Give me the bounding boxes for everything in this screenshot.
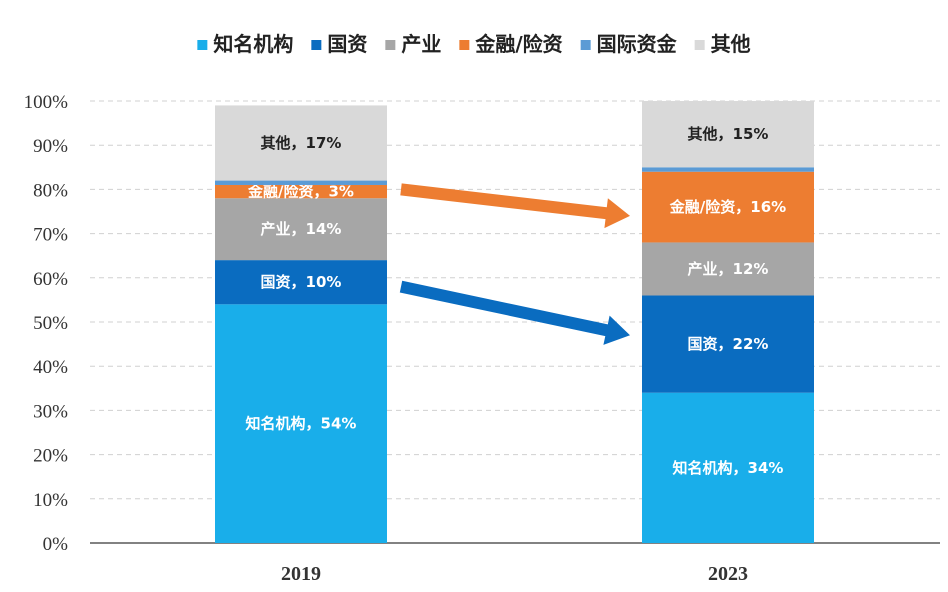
bar-segment [642, 392, 814, 543]
x-category-label: 2019 [281, 563, 321, 585]
legend-label: 金融/险资 [474, 32, 562, 56]
data-label: 产业，12% [688, 260, 769, 278]
x-category-label: 2023 [708, 563, 748, 585]
data-label: 国资，10% [261, 273, 342, 291]
bar-segment [215, 260, 387, 305]
legend-swatch [311, 40, 322, 50]
legend-swatch [694, 40, 705, 50]
annotation-arrow [400, 183, 630, 229]
legend-swatch [385, 40, 396, 50]
y-tick-label: 80% [33, 180, 68, 201]
legend-swatch [197, 40, 208, 50]
data-label: 金融/险资，16% [669, 198, 786, 216]
bar-segment [215, 198, 387, 261]
data-label: 金融/险资，3% [247, 183, 354, 201]
data-label: 产业，14% [261, 220, 342, 238]
data-label: 其他，17% [261, 134, 342, 152]
y-tick-label: 0% [43, 534, 69, 555]
bar-segment [215, 180, 387, 185]
y-tick-label: 20% [33, 446, 68, 467]
y-tick-label: 90% [33, 136, 68, 157]
legend-label: 知名机构 [213, 32, 293, 56]
legend-label: 国际资金 [597, 32, 678, 56]
y-tick-label: 10% [33, 490, 68, 511]
legend-label: 其他 [711, 32, 751, 56]
legend-label: 国资 [327, 32, 367, 56]
bar-segment [642, 295, 814, 393]
y-tick-label: 50% [33, 313, 68, 334]
legend-swatch [459, 40, 470, 50]
annotation-arrow [399, 280, 630, 345]
data-label: 知名机构，34% [673, 459, 784, 477]
bar-segment [642, 171, 814, 243]
legend-label: 产业 [401, 32, 441, 56]
y-tick-label: 40% [33, 357, 68, 378]
data-label: 其他，15% [688, 125, 769, 143]
bar-segment [215, 105, 387, 181]
bar-segment [642, 242, 814, 296]
y-tick-label: 30% [33, 401, 68, 422]
data-label: 国资，22% [688, 335, 769, 353]
y-tick-label: 100% [24, 92, 69, 113]
y-tick-label: 70% [33, 225, 68, 246]
data-label: 知名机构，54% [246, 415, 357, 433]
legend: 知名机构 国资 产业 金融/险资 国际资金 其他 [197, 32, 751, 56]
bar-segment [642, 101, 814, 168]
bar-segment [215, 184, 387, 199]
bar-segment [215, 304, 387, 543]
y-tick-label: 60% [33, 269, 68, 290]
bar-segment [642, 167, 814, 172]
legend-swatch [580, 40, 591, 50]
